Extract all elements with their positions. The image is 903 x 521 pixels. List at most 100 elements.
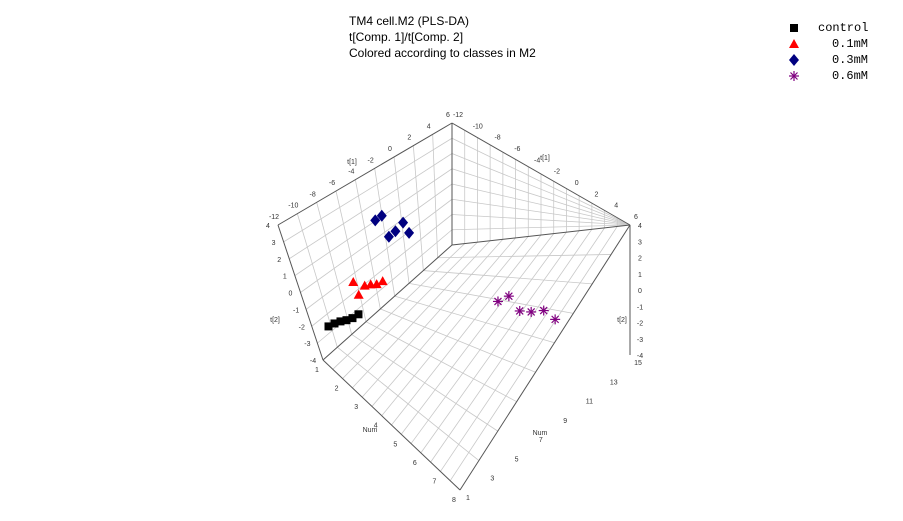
tick-label-z2: 1 xyxy=(638,272,642,279)
axis-label-z: t[2] xyxy=(270,317,280,324)
right-wall-gridline xyxy=(451,183,631,226)
point-0-3mm xyxy=(376,209,387,222)
right-wall-gridline xyxy=(451,153,631,226)
left-wall-gridline xyxy=(305,198,453,310)
legend-marker-control xyxy=(790,24,798,32)
floor-gridline xyxy=(332,243,465,370)
chart-caption: Colored according to classes in M2 xyxy=(349,46,536,60)
tick-label-x: 5 xyxy=(393,441,397,448)
tick-label-y2: -10 xyxy=(473,123,483,130)
point-0-6mm xyxy=(550,314,561,325)
tick-label-y: 6 xyxy=(446,112,450,119)
tick-label-x: 8 xyxy=(452,497,456,504)
point-0-3mm xyxy=(383,230,394,243)
floor-gridline xyxy=(381,236,529,416)
tick-label-x2: 1 xyxy=(466,495,470,502)
right-wall-gridline xyxy=(451,137,631,226)
tick-label-z: 4 xyxy=(266,223,270,230)
tick-label-z2: 3 xyxy=(638,239,642,246)
axis-label-y2: t[1] xyxy=(540,155,550,162)
point-control xyxy=(324,322,333,331)
tick-label-y2: -8 xyxy=(494,135,500,142)
legend-label-0-3mm: 0.3mM xyxy=(831,53,868,67)
legend-item-0-6mm: 0.6mM xyxy=(788,68,868,84)
box-edge xyxy=(277,122,453,226)
floor-gridline xyxy=(423,270,593,285)
chart-title: TM4 cell.M2 (PLS-DA) xyxy=(349,14,470,28)
floor-gridline xyxy=(371,237,516,407)
legend-label-control: control xyxy=(818,21,869,35)
tick-label-y: -4 xyxy=(348,169,354,176)
tick-label-y2: -2 xyxy=(554,169,560,176)
tick-label-y2: -6 xyxy=(514,146,520,153)
floor-gridline xyxy=(430,229,593,463)
point-0-6mm xyxy=(538,305,549,316)
tick-label-x2: 13 xyxy=(610,379,618,386)
floor-gridline xyxy=(365,321,517,403)
tick-label-y2: 0 xyxy=(575,180,579,187)
point-0-6mm xyxy=(492,296,503,307)
box-edge xyxy=(451,224,631,246)
legend-label-0-1mm: 0.1mM xyxy=(831,37,868,51)
tick-label-y: -6 xyxy=(329,180,335,187)
point-0-6mm xyxy=(503,291,514,302)
tick-label-x2: 3 xyxy=(490,476,494,483)
tick-label-y: -12 xyxy=(269,214,279,221)
left-wall-gridline xyxy=(289,153,453,260)
tick-label-z2: 2 xyxy=(638,256,642,263)
floor-gridline xyxy=(351,334,498,432)
point-0-1mm xyxy=(353,289,364,299)
tick-label-z: -4 xyxy=(310,358,316,365)
tick-label-y: 0 xyxy=(388,146,392,153)
tick-label-x2: 11 xyxy=(586,399,593,406)
point-0-1mm xyxy=(348,277,359,287)
point-0-1mm xyxy=(377,276,388,286)
axis-label-z2: t[2] xyxy=(617,317,627,324)
point-control xyxy=(354,310,363,319)
right-wall-gridline xyxy=(451,168,631,226)
tick-label-y: -8 xyxy=(310,191,316,198)
box-edge xyxy=(459,224,631,491)
tick-label-x2: 9 xyxy=(563,418,567,425)
point-control xyxy=(336,317,345,326)
axis-label-x: Num xyxy=(363,427,378,434)
legend-item-control: control xyxy=(788,20,868,36)
axis-label-y: t[1] xyxy=(347,159,357,166)
floor-gridline xyxy=(440,227,605,472)
tick-label-z2: 0 xyxy=(638,288,642,295)
point-0-3mm xyxy=(390,225,401,238)
tick-label-x2: 7 xyxy=(539,437,543,444)
box-edge xyxy=(322,244,453,361)
tick-label-x: 3 xyxy=(354,404,358,411)
tick-label-x: 7 xyxy=(432,478,436,485)
tick-label-y: -10 xyxy=(288,203,298,210)
box-edge xyxy=(451,122,631,226)
chart-subtitle: t[Comp. 1]/t[Comp. 2] xyxy=(349,30,464,44)
tick-label-x: 2 xyxy=(335,386,339,393)
box-edge xyxy=(277,224,324,361)
floor-gridline xyxy=(410,231,567,444)
legend-item-0-3mm: 0.3mM xyxy=(788,52,868,68)
tick-label-z: 1 xyxy=(283,274,287,281)
left-wall-gridline xyxy=(311,214,453,327)
floor-gridline xyxy=(337,346,480,461)
tick-label-x2: 5 xyxy=(515,456,519,463)
tick-label-z2: -3 xyxy=(637,337,643,344)
floor-gridline xyxy=(437,254,612,259)
box-edge xyxy=(322,359,461,491)
tick-label-x: 1 xyxy=(315,367,319,374)
floor-gridline xyxy=(352,240,491,389)
tick-label-z: 2 xyxy=(277,257,281,264)
tick-label-y: 4 xyxy=(427,123,431,130)
point-0-3mm xyxy=(370,214,381,227)
tick-label-x: 4 xyxy=(374,423,378,430)
floor-gridline xyxy=(420,230,580,454)
tick-label-z: 0 xyxy=(289,291,293,298)
tick-label-y2: -4 xyxy=(534,157,540,164)
tick-label-y2: -12 xyxy=(453,112,463,119)
tick-label-y2: 2 xyxy=(594,191,598,198)
point-0-1mm xyxy=(371,279,382,289)
point-0-3mm xyxy=(404,226,415,239)
